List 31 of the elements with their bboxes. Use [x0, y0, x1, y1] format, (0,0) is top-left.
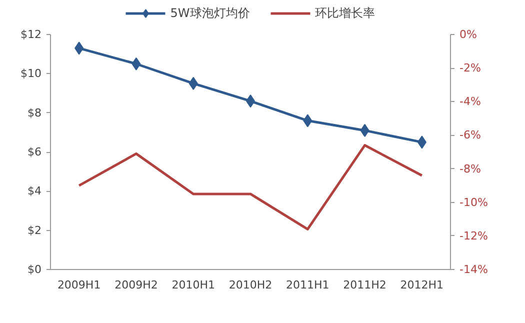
y-tick-label: $6 — [28, 146, 42, 158]
x-tick-label: 2011H1 — [286, 278, 330, 292]
x-tick-label: 2012H1 — [400, 278, 444, 292]
point — [74, 42, 84, 55]
x-tick-label: 2010H2 — [228, 278, 272, 292]
line-series — [78, 144, 424, 230]
y2-tick-label: 0% — [460, 28, 477, 41]
y2-tick-label: -6% — [460, 128, 481, 142]
y-tick-label: $0 — [28, 263, 42, 276]
x-tick-label: 2010H1 — [172, 278, 215, 292]
x-tick-label: 2011H2 — [343, 278, 386, 292]
y2-tick-label: -4% — [460, 95, 481, 108]
y-tick-label: $12 — [20, 28, 42, 41]
point — [303, 114, 312, 128]
y2-tick-label: -10% — [460, 196, 488, 209]
y2-tick-label: -8% — [460, 162, 481, 176]
x-tick-label: 2009H2 — [114, 278, 158, 292]
point — [132, 57, 141, 70]
legend-label: 5W球泡灯均价 — [170, 4, 250, 22]
y-tick-label: $10 — [20, 67, 42, 80]
y2-tick-label: -14% — [460, 263, 488, 276]
point — [188, 76, 198, 90]
point — [417, 136, 426, 149]
y-tick-label: $8 — [28, 106, 42, 120]
y2-tick-label: -2% — [460, 62, 481, 75]
y2-tick-label: -12% — [460, 229, 488, 242]
y-tick-label: $4 — [28, 184, 42, 198]
y-tick-label: $2 — [28, 224, 42, 237]
legend-label: 环比增长率 — [314, 4, 375, 22]
x-tick-label: 2009H1 — [57, 278, 101, 292]
point — [360, 124, 370, 137]
